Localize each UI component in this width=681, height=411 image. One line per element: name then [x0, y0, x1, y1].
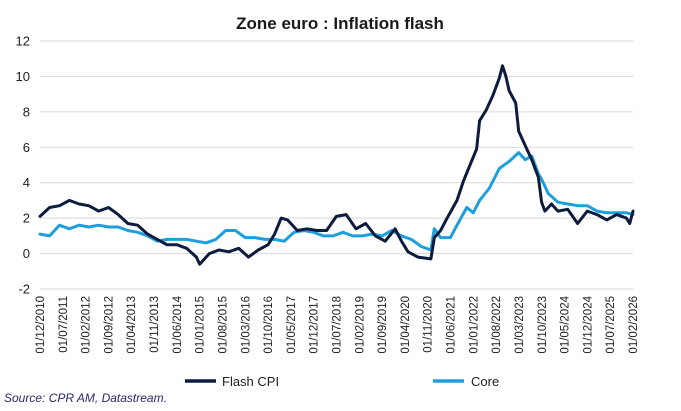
series-line-core	[38, 151, 635, 252]
x-tick-label: 01/02/2012	[81, 296, 93, 354]
y-tick-label: 8	[23, 104, 30, 119]
grid-lines	[40, 40, 633, 290]
x-tick-label: 01/04/2020	[400, 296, 412, 354]
series-line-flash-cpi	[38, 64, 635, 266]
x-tick-label: 01/10/2016	[263, 296, 275, 354]
x-tick-label: 01/03/2023	[514, 296, 526, 354]
x-tick-label: 01/10/2023	[537, 296, 549, 354]
y-axis-ticks: -2 0 2 4 6 8 10 12	[16, 34, 30, 297]
x-tick-label: 01/07/2018	[332, 296, 344, 354]
chart-title: Zone euro : Inflation flash	[236, 14, 444, 33]
x-tick-label: 01/06/2021	[446, 296, 458, 354]
x-tick-label: 01/11/2013	[149, 296, 161, 353]
y-tick-label: 6	[23, 140, 30, 155]
x-tick-label: 01/09/2019	[377, 296, 389, 354]
x-tick-label: 01/11/2020	[423, 296, 435, 353]
y-tick-label: -2	[18, 282, 30, 297]
x-tick-label: 01/01/2022	[468, 296, 480, 354]
x-tick-label: 01/09/2012	[103, 296, 115, 354]
y-tick-label: 0	[23, 246, 30, 261]
x-tick-label: 01/07/2011	[58, 296, 70, 353]
y-tick-label: 12	[16, 34, 30, 49]
x-tick-label: 01/02/2019	[354, 296, 366, 354]
source-note: Source: CPR AM, Datastream.	[4, 391, 167, 405]
x-tick-label: 01/07/2025	[605, 296, 617, 354]
x-tick-label: 01/04/2013	[126, 296, 138, 354]
x-tick-label: 01/02/2026	[628, 296, 640, 354]
legend: Flash CPI Core	[185, 374, 499, 389]
y-tick-label: 4	[23, 175, 30, 190]
x-tick-label: 01/05/2024	[560, 295, 572, 353]
x-tick-label: 01/12/2017	[309, 296, 321, 354]
legend-label-core: Core	[471, 374, 499, 389]
x-tick-label: 01/08/2015	[217, 296, 229, 354]
x-tick-label: 01/03/2016	[240, 296, 252, 354]
legend-label-flash-cpi: Flash CPI	[222, 374, 279, 389]
x-tick-label: 01/05/2017	[286, 296, 298, 354]
x-tick-label: 01/01/2015	[195, 296, 207, 354]
x-tick-label: 01/08/2022	[491, 296, 503, 354]
x-axis-ticks: 01/12/2010 01/07/2011 01/02/2012 01/09/2012…	[35, 295, 640, 353]
x-tick-label: 01/12/2010	[35, 296, 47, 354]
series-lines	[38, 64, 635, 266]
y-tick-label: 10	[16, 69, 30, 84]
x-tick-label: 01/12/2024	[582, 295, 594, 353]
x-tick-label: 01/06/2014	[172, 295, 184, 353]
y-tick-label: 2	[23, 211, 30, 226]
